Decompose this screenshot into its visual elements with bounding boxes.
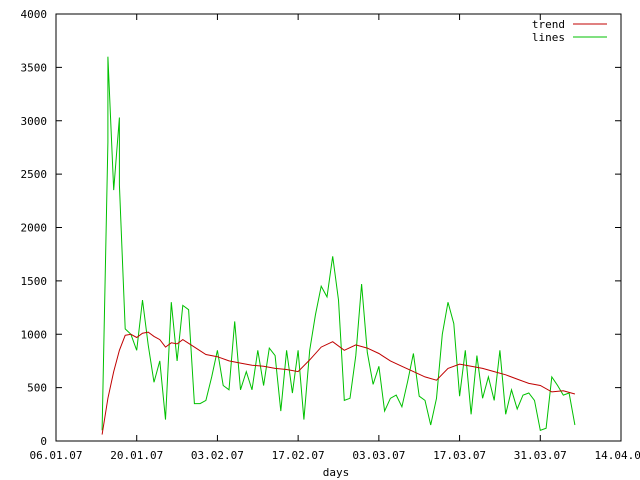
x-tick-label: 17.02.07	[272, 449, 325, 462]
x-tick-label: 03.03.07	[352, 449, 405, 462]
y-tick-label: 500	[27, 382, 47, 395]
x-axis: 06.01.07 20.01.07 03.02.07 17.02.07 03.03.07…	[30, 14, 640, 462]
y-tick-label: 4000	[21, 8, 48, 21]
y-axis: 0 500 1000 1500 2000 2500 3000 3500 4000	[21, 8, 621, 448]
y-tick-label: 0	[40, 435, 47, 448]
x-tick-label: 03.02.07	[191, 449, 244, 462]
y-tick-label: 1000	[21, 328, 48, 341]
y-tick-label: 2500	[21, 168, 48, 181]
y-tick-label: 2000	[21, 222, 48, 235]
x-tick-label: 06.01.07	[30, 449, 83, 462]
y-tick-label: 3000	[21, 115, 48, 128]
x-tick-label: 20.01.07	[110, 449, 163, 462]
series-layer	[101, 56, 576, 435]
series-line-trend	[101, 331, 576, 435]
x-tick-label: 31.03.07	[514, 449, 567, 462]
y-tick-label: 1500	[21, 275, 48, 288]
x-tick-label: 14.04.07	[595, 449, 640, 462]
x-tick-label: 17.03.07	[433, 449, 486, 462]
legend-label-lines: lines	[532, 31, 565, 44]
plot-frame	[55, 13, 622, 442]
legend-label-trend: trend	[532, 18, 565, 31]
y-tick-label: 3500	[21, 61, 48, 74]
x-axis-label: days	[323, 466, 350, 479]
series-line-lines	[101, 56, 576, 431]
